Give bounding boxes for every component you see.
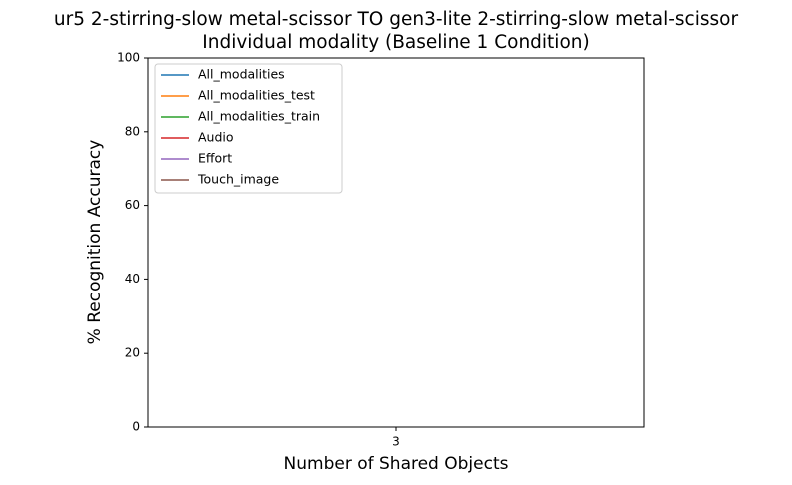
legend-label: Effort [198,151,232,166]
plot-frame [147,57,645,428]
legend-box [154,63,343,194]
y-tick-label: 60 [125,198,140,212]
x-axis-label: Number of Shared Objects [284,454,509,474]
y-tick-label: 0 [132,420,140,434]
y-tick-label: 20 [125,346,140,360]
chart-subtitle: Individual modality (Baseline 1 Conditio… [202,32,589,53]
legend-label: All_modalities [198,67,285,82]
x-tick-label: 3 [392,435,400,449]
chart-title: ur5 2-stirring-slow metal-scissor TO gen… [54,9,739,30]
y-tick-label: 80 [125,124,140,138]
legend-label: Audio [198,130,234,145]
legend-label: All_modalities_train [198,109,320,124]
legend-label: Touch_image [197,172,279,187]
legend-label: All_modalities_test [198,88,315,103]
y-tick-label: 40 [125,272,140,286]
y-tick-label: 100 [117,51,140,65]
y-axis-label: % Recognition Accuracy [85,140,105,345]
